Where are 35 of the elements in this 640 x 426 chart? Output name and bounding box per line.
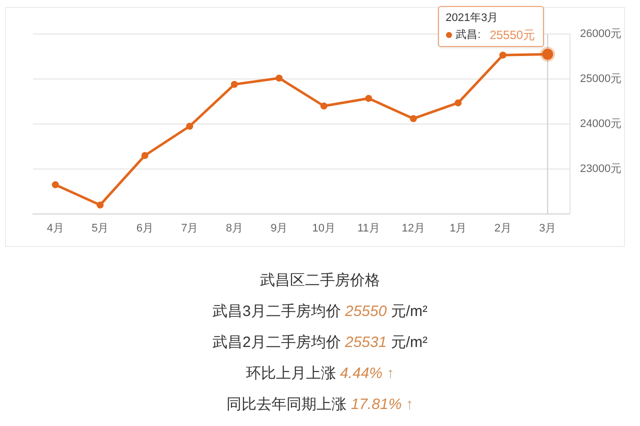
x-tick-label: 2月 (494, 222, 512, 235)
x-tick-label: 6月 (136, 222, 154, 235)
y-tick-label: 25000元 (580, 73, 622, 86)
x-tick-label: 8月 (226, 222, 243, 235)
x-tick-label: 12月 (402, 222, 425, 235)
text: 同比去年同期上涨 17.81% ↑ (226, 395, 414, 415)
point (186, 122, 194, 130)
point (52, 181, 59, 188)
text: 环比上月上涨 4.44% ↑ (244, 364, 396, 384)
x-tick-label: 3月 (539, 222, 556, 235)
point (230, 80, 238, 88)
point (320, 102, 328, 110)
x-tick-label: 4月 (46, 222, 64, 235)
point (365, 94, 372, 102)
point (499, 52, 506, 59)
x-tick-label: 7月 (181, 222, 198, 235)
x-tick-label: 10月 (312, 222, 336, 235)
legend-label: 武昌: (456, 28, 481, 42)
y-tick-label: 26000元 (580, 28, 622, 40)
x-tick-label: 9月 (270, 222, 288, 235)
point (454, 99, 462, 106)
text: 武昌2月二手房均价 25531 元/m² (211, 333, 429, 353)
x-tick-label: 1月 (450, 222, 467, 235)
tooltip: 2021年3月 武昌: 25550元 (438, 6, 544, 48)
y-tick-label: 24000元 (580, 118, 622, 130)
text: 武昌区二手房价格 (259, 271, 381, 291)
data-label: 25550元 (490, 28, 536, 42)
point (276, 74, 283, 82)
point (410, 115, 417, 122)
point (141, 152, 148, 159)
x-tick-label: 11月 (357, 222, 380, 235)
point (96, 202, 104, 208)
y-tick-label: 23000元 (580, 163, 622, 176)
x-tick-label: 5月 (92, 222, 109, 235)
text: 武昌3月二手房均价 25550 元/m² (211, 302, 429, 322)
